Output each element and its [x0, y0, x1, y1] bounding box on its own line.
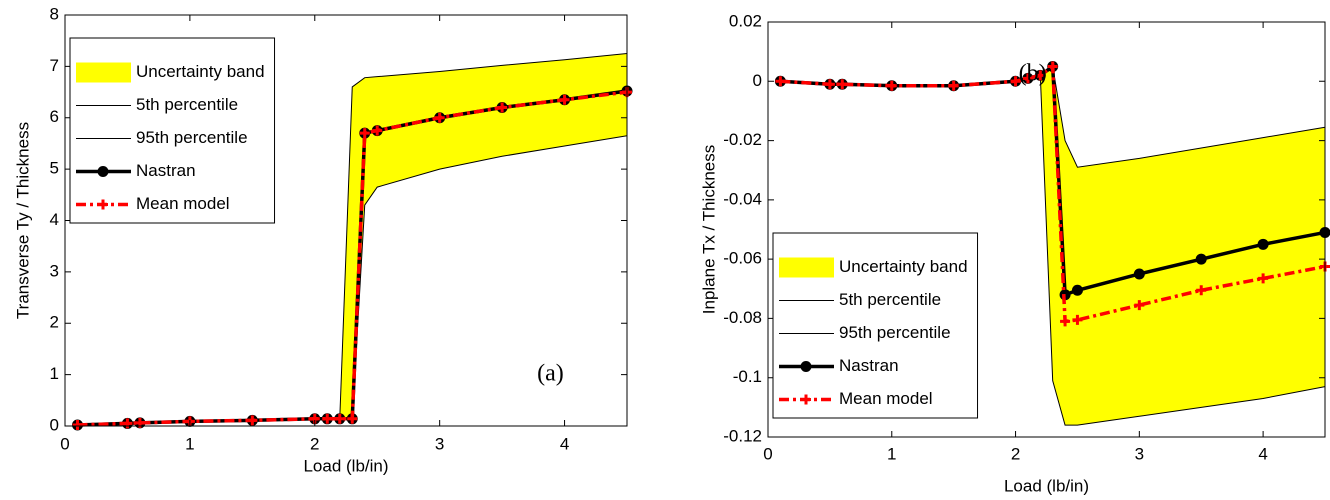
x-tick-label: 4: [560, 434, 569, 453]
marker: [559, 94, 570, 105]
axes-frame: [767, 21, 1326, 438]
x-tick-label: 0: [60, 434, 69, 453]
x-tick-label: 4: [1258, 444, 1267, 463]
marker: [372, 125, 383, 136]
marker: [1060, 316, 1071, 327]
legend-swatch: [779, 257, 834, 278]
legend-marker: [801, 394, 811, 405]
legend-label: 95th percentile: [136, 128, 248, 147]
x-tick-label: 1: [887, 444, 896, 463]
y-tick-label: 1: [50, 364, 59, 383]
legend-label: Mean model: [136, 194, 230, 213]
annotation: (b): [1019, 61, 1047, 87]
marker: [72, 419, 83, 430]
y-tick-label: 6: [50, 107, 59, 126]
legend-label: Mean model: [839, 389, 933, 408]
marker: [334, 413, 345, 424]
legend-marker: [98, 199, 108, 210]
y-tick-label: 0: [50, 415, 59, 434]
marker: [1258, 273, 1269, 284]
y-tick-label: 0: [753, 71, 762, 90]
x-tick-label: 1: [185, 434, 194, 453]
y-tick-label: -0.04: [723, 189, 762, 208]
marker: [122, 418, 133, 429]
x-tick-label: 3: [1135, 444, 1144, 463]
y-tick-label: 2: [50, 313, 59, 332]
legend-label: 95th percentile: [839, 323, 951, 342]
marker: [1195, 253, 1207, 265]
marker: [824, 79, 835, 90]
marker: [775, 76, 786, 87]
marker: [837, 79, 848, 90]
legend: Uncertainty band 5th percentile 95th perce…: [69, 37, 276, 224]
legend-label: 5th percentile: [136, 95, 238, 114]
marker: [434, 112, 445, 123]
marker: [1133, 268, 1145, 280]
annotation: (a): [537, 361, 564, 387]
legend-label: Nastran: [136, 161, 196, 180]
y-tick-label: 3: [50, 261, 59, 280]
marker: [497, 102, 508, 113]
marker: [1196, 285, 1207, 296]
x-tick-label: 2: [1011, 444, 1020, 463]
legend-label: Nastran: [839, 356, 899, 375]
legend-swatch: [76, 62, 131, 83]
legend-marker: [800, 361, 812, 372]
marker: [948, 80, 959, 91]
legend-label: 5th percentile: [839, 290, 941, 309]
x-tick-label: 3: [435, 434, 444, 453]
legend-label: Uncertainty band: [136, 62, 265, 81]
marker: [322, 413, 333, 424]
y-tick-label: -0.08: [723, 308, 762, 327]
y-tick-label: 4: [50, 210, 59, 229]
y-tick-label: -0.06: [723, 249, 762, 268]
legend-marker: [97, 166, 109, 177]
y-tick-label: 8: [50, 4, 59, 23]
x-tick-label: 2: [310, 434, 319, 453]
x-axis-label: Load (lb/in): [303, 456, 388, 475]
marker: [1047, 61, 1058, 72]
marker: [1022, 73, 1033, 84]
marker: [359, 128, 370, 139]
marker: [1010, 76, 1021, 87]
legend-label: Uncertainty band: [839, 257, 968, 276]
y-axis-label: Transverse Ty / Thickness: [13, 122, 32, 319]
marker: [1072, 314, 1083, 325]
uncertainty-band: [77, 53, 627, 425]
y-tick-label: -0.02: [723, 130, 762, 149]
y-tick-label: -0.12: [723, 426, 762, 445]
marker: [1257, 238, 1269, 250]
y-axis-label: Inplane Tx / Thickness: [699, 145, 718, 314]
legend: Uncertainty band 5th percentile 95th perce…: [772, 232, 979, 419]
y-tick-label: 7: [50, 56, 59, 75]
x-tick-label: 0: [763, 444, 772, 463]
marker: [1035, 70, 1046, 81]
x-axis-label: Load (lb/in): [1004, 476, 1089, 495]
marker: [247, 415, 258, 426]
marker: [886, 80, 897, 91]
series-line: [77, 90, 628, 427]
marker: [1134, 300, 1145, 311]
y-tick-label: 5: [50, 159, 59, 178]
marker: [1071, 284, 1083, 296]
uncertainty-band: [780, 66, 1325, 426]
marker: [347, 413, 358, 424]
y-tick-label: -0.1: [733, 367, 762, 386]
y-tick-label: 0.02: [729, 11, 762, 30]
